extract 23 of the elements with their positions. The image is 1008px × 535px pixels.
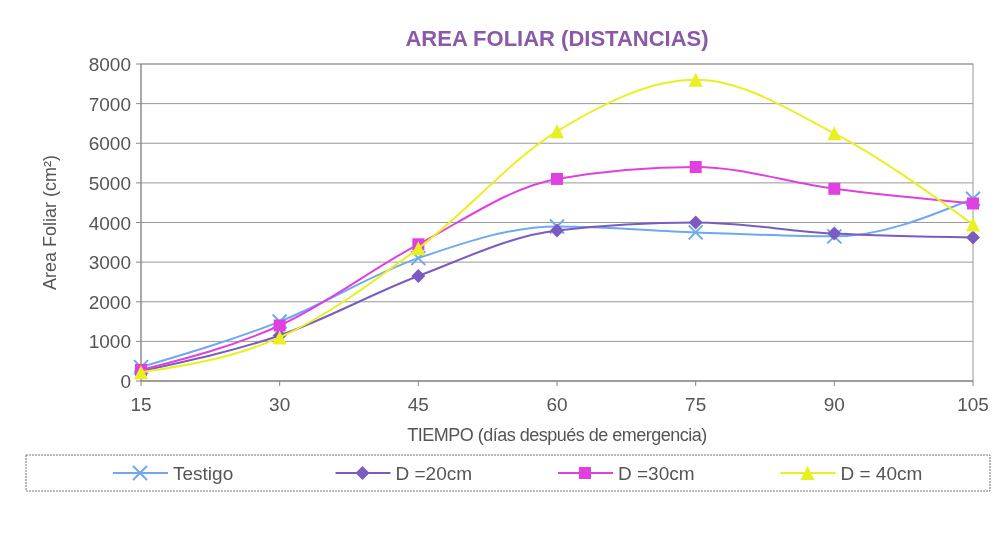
x-tick-label: 45 (407, 394, 429, 415)
y-tick-label: 0 (120, 371, 131, 392)
chart-title: AREA FOLIAR (DISTANCIAS) (405, 26, 709, 51)
legend-label: D =30cm (618, 463, 695, 484)
y-tick-label: 6000 (88, 133, 131, 155)
x-tick-label: 75 (685, 394, 707, 415)
x-tick-label: 105 (957, 394, 989, 415)
y-axis-title: Area Foliar (cm²) (40, 154, 60, 291)
x-tick-label: 90 (823, 394, 845, 415)
legend-label: D =20cm (395, 463, 473, 484)
y-tick-label: 1000 (88, 331, 131, 353)
legend-label: Testigo (173, 463, 234, 484)
y-tick-label: 7000 (88, 93, 131, 115)
x-tick-label: 15 (130, 394, 152, 415)
y-tick-label: 2000 (88, 291, 131, 313)
y-tick-label: 3000 (88, 252, 131, 274)
y-tick-label: 5000 (88, 172, 131, 194)
y-tick-label: 4000 (88, 212, 131, 234)
x-axis-title: TIEMPO (días después de emergencia) (407, 425, 707, 445)
y-tick-label: 8000 (88, 54, 131, 75)
x-tick-label: 60 (546, 394, 568, 415)
x-tick-label: 30 (269, 394, 291, 415)
legend-label: D = 40cm (840, 463, 923, 484)
